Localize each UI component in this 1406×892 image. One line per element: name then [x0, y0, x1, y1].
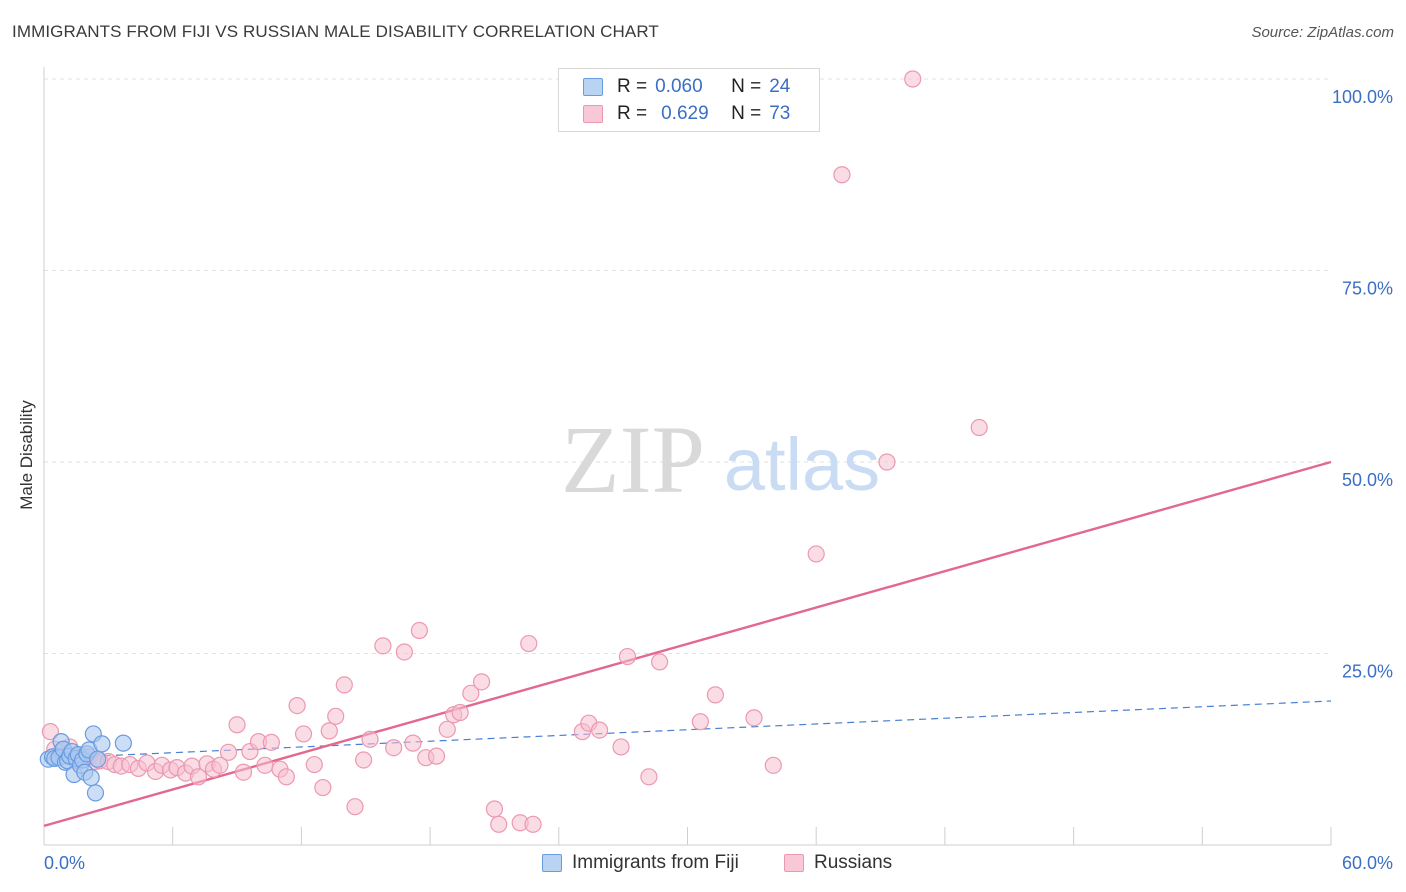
russians-point: [327, 707, 345, 725]
stats-legend: R = 0.060 N = 24 R = 0.629 N = 73: [558, 68, 820, 132]
russians-r-value: 0.629: [661, 103, 709, 124]
fiji-n-value: 24: [769, 76, 791, 97]
legend-fiji-label: Immigrants from Fiji: [572, 852, 739, 873]
legend-russians-label: Russians: [814, 852, 893, 873]
russians-point: [355, 751, 373, 769]
russians-point: [590, 721, 609, 739]
russians-point: [520, 634, 538, 653]
russians-point: [385, 739, 403, 757]
legend-fiji-swatch: [542, 854, 562, 872]
y-tick-label: 75.0%: [1342, 279, 1393, 299]
russians-point: [490, 815, 508, 833]
russians-r-label: R =: [617, 103, 648, 124]
legend-row-fiji: R = 0.060 N = 24: [583, 75, 790, 99]
fiji-point: [114, 734, 132, 752]
russians-point: [651, 653, 669, 671]
russians-point: [294, 725, 313, 743]
fiji-swatch: [583, 78, 603, 96]
chart-title: IMMIGRANTS FROM FIJI VS RUSSIAN MALE DIS…: [12, 22, 659, 41]
russians-point: [335, 676, 353, 694]
russians-point: [764, 756, 782, 774]
data-points: [39, 70, 988, 833]
russians-point: [277, 768, 295, 786]
watermark-zip: ZIP: [561, 406, 705, 513]
fiji-trend-line: [43, 700, 1332, 760]
fiji-point: [82, 768, 100, 787]
y-tick-label: 100.0%: [1332, 87, 1393, 107]
fiji-point: [93, 735, 111, 753]
russians-point: [451, 703, 469, 722]
russians-point: [462, 684, 480, 702]
russians-point: [228, 716, 246, 734]
grid-lines: [44, 78, 1331, 654]
russians-point: [189, 768, 208, 786]
x-tick-label-min: 0.0%: [44, 853, 85, 873]
russians-point: [691, 713, 709, 731]
y-axis-label: Male Disability: [17, 400, 36, 510]
russians-point: [374, 637, 392, 655]
russians-swatch: [583, 105, 603, 123]
russians-point: [745, 709, 763, 727]
russians-point: [314, 778, 332, 797]
russians-point: [410, 621, 428, 640]
russians-point: [41, 723, 60, 741]
legend-item-russians: Russians: [784, 852, 892, 874]
russians-point: [524, 815, 542, 833]
legend-item-fiji: Immigrants from Fiji: [542, 852, 739, 874]
fiji-point: [86, 784, 105, 802]
russians-point: [288, 696, 306, 715]
russians-point: [438, 720, 456, 738]
fiji-r-value: 0.060: [655, 76, 703, 97]
russians-point: [878, 453, 896, 471]
russians-point: [833, 166, 851, 184]
x-tick-label-max: 60.0%: [1342, 853, 1393, 873]
fiji-point: [89, 750, 107, 768]
russians-point: [807, 545, 825, 563]
y-tick-label: 50.0%: [1342, 470, 1393, 490]
source-label: Source: ZipAtlas.com: [1251, 24, 1394, 41]
russians-point: [472, 673, 491, 691]
tick-labels: 25.0% 50.0% 75.0% 100.0% 0.0% 60.0%: [44, 87, 1393, 873]
legend-russians-swatch: [784, 854, 804, 872]
russians-point: [970, 418, 988, 437]
russians-point: [904, 70, 922, 88]
axes: [43, 67, 1332, 846]
russians-point: [305, 755, 323, 774]
russians-point: [320, 722, 338, 740]
russians-point: [485, 800, 504, 818]
russians-point: [404, 734, 422, 752]
watermark-atlas: atlas: [724, 423, 880, 506]
russians-point: [256, 756, 274, 774]
russians-n-value: 73: [769, 103, 791, 124]
legend-row-russians: R = 0.629 N = 73: [583, 102, 790, 126]
russians-point: [640, 768, 658, 786]
fiji-r-label: R =: [617, 76, 648, 97]
watermark: ZIP atlas: [561, 406, 880, 513]
fiji-n-label: N =: [731, 76, 762, 97]
russians-point: [346, 798, 364, 816]
russians-point: [427, 747, 446, 765]
russians-point: [219, 743, 238, 761]
russians-n-label: N =: [731, 103, 762, 124]
russians-point: [361, 730, 379, 748]
russians-point: [612, 738, 630, 756]
russians-point: [706, 686, 724, 704]
russians-point: [395, 643, 413, 661]
y-tick-label: 25.0%: [1342, 662, 1393, 682]
russians-point: [211, 756, 229, 774]
russians-point: [618, 647, 637, 666]
russians-point: [234, 763, 253, 781]
russians-point: [262, 733, 280, 751]
